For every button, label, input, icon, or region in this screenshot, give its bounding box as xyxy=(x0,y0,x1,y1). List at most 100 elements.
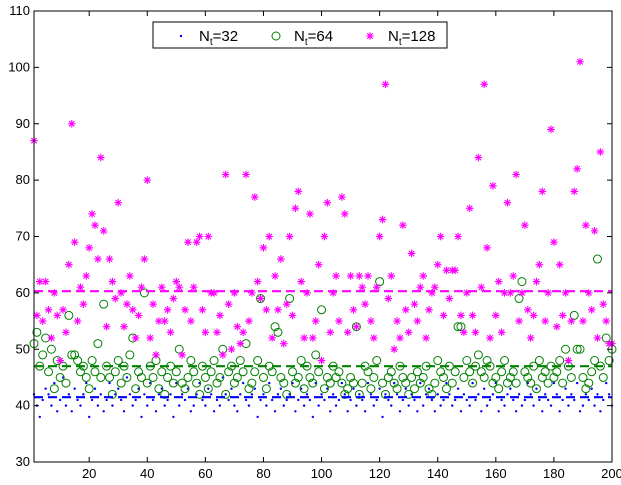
data-point-asterisk xyxy=(294,187,303,196)
data-point-circle xyxy=(537,372,547,382)
data-point-circle xyxy=(561,344,571,354)
data-point-asterisk xyxy=(166,328,175,337)
data-point-dot xyxy=(355,404,358,407)
data-point-dot xyxy=(140,415,143,419)
data-point-circle xyxy=(604,356,614,366)
data-point-circle xyxy=(67,350,77,360)
data-point-asterisk xyxy=(236,339,245,348)
data-point-asterisk xyxy=(483,243,491,252)
data-point-circle xyxy=(125,350,135,360)
data-point-asterisk xyxy=(515,317,523,325)
data-point-dot xyxy=(581,404,585,407)
data-point-dot xyxy=(218,404,222,407)
data-point-asterisk xyxy=(288,311,297,320)
data-point-asterisk xyxy=(419,272,428,280)
data-point-circle xyxy=(311,350,321,360)
data-point-circle xyxy=(247,378,257,388)
data-point-dot xyxy=(302,404,306,407)
data-point-asterisk xyxy=(175,283,184,292)
data-point-circle xyxy=(221,389,231,399)
data-point-dot xyxy=(270,398,274,402)
data-point-circle xyxy=(258,372,268,382)
data-point-circle xyxy=(75,367,85,377)
data-point-asterisk xyxy=(279,339,288,348)
data-point-asterisk xyxy=(590,227,599,235)
data-point-dot xyxy=(207,387,210,390)
data-point-circle xyxy=(552,367,562,377)
data-point-circle xyxy=(427,389,437,399)
data-point-asterisk xyxy=(457,311,465,320)
data-point-circle xyxy=(38,350,48,360)
data-point-circle xyxy=(174,344,184,354)
data-point-circle xyxy=(296,356,306,366)
data-point-asterisk xyxy=(465,204,474,213)
data-point-circle xyxy=(424,384,434,394)
data-point-asterisk xyxy=(526,334,535,342)
data-point-asterisk xyxy=(378,215,387,224)
data-point-dot xyxy=(294,410,297,413)
data-point-asterisk xyxy=(181,305,189,314)
data-point-circle xyxy=(354,389,364,399)
data-point-dot xyxy=(239,393,242,396)
data-point-dot xyxy=(361,398,364,402)
legend-label: Nt=64 xyxy=(294,28,333,48)
data-point-dot xyxy=(587,398,590,402)
data-point-asterisk xyxy=(192,238,201,246)
data-point-asterisk xyxy=(494,277,503,286)
data-point-dot xyxy=(143,393,146,396)
data-point-asterisk xyxy=(332,272,340,280)
data-point-circle xyxy=(369,372,379,382)
data-point-circle xyxy=(418,372,428,382)
data-point-asterisk xyxy=(407,249,416,258)
legend-label: Nt=128 xyxy=(388,28,435,48)
data-point-dot xyxy=(119,398,123,402)
data-point-asterisk xyxy=(323,198,332,207)
data-point-asterisk xyxy=(300,334,308,342)
data-point-dot xyxy=(381,415,384,419)
data-point-asterisk xyxy=(532,277,541,286)
data-point-asterisk xyxy=(433,260,442,269)
data-point-asterisk xyxy=(439,311,448,320)
data-point-asterisk xyxy=(390,345,398,354)
data-point-asterisk xyxy=(375,232,384,241)
data-point-dot xyxy=(471,381,474,385)
data-point-dot xyxy=(392,381,396,385)
data-point-dot xyxy=(387,398,390,402)
data-point-dot xyxy=(523,398,527,402)
data-point-circle xyxy=(331,372,341,382)
data-point-asterisk xyxy=(370,334,378,342)
data-point-asterisk xyxy=(114,198,123,207)
data-point-asterisk xyxy=(338,193,346,201)
data-point-asterisk xyxy=(326,328,335,337)
data-point-circle xyxy=(273,327,283,337)
y-tick-label: 70 xyxy=(16,229,30,244)
data-point-circle xyxy=(46,344,56,354)
data-point-dot xyxy=(366,381,370,385)
data-point-circle xyxy=(587,367,597,377)
data-point-asterisk xyxy=(445,294,454,303)
data-point-dot xyxy=(241,381,245,385)
data-point-circle xyxy=(436,367,446,377)
data-point-dot xyxy=(401,398,405,402)
data-point-circle xyxy=(73,356,83,366)
data-point-dot xyxy=(163,404,166,407)
data-point-asterisk xyxy=(67,119,76,128)
data-point-asterisk xyxy=(59,305,67,314)
data-point-dot xyxy=(224,393,227,396)
data-point-asterisk xyxy=(599,300,608,308)
data-point-asterisk xyxy=(349,305,358,314)
data-point-asterisk xyxy=(169,294,178,303)
data-point-dot xyxy=(465,398,468,402)
data-point-dot xyxy=(343,393,346,396)
data-point-circle xyxy=(238,367,248,377)
data-point-circle xyxy=(441,384,451,394)
data-point-dot xyxy=(541,410,544,413)
data-point-circle xyxy=(229,378,239,388)
data-point-circle xyxy=(314,367,324,377)
data-point-dot xyxy=(102,410,105,413)
data-point-circle xyxy=(180,384,190,394)
data-point-dot xyxy=(268,381,271,385)
data-point-circle xyxy=(148,372,158,382)
legend-label: Nt=32 xyxy=(199,28,238,48)
data-point-asterisk xyxy=(364,272,372,280)
